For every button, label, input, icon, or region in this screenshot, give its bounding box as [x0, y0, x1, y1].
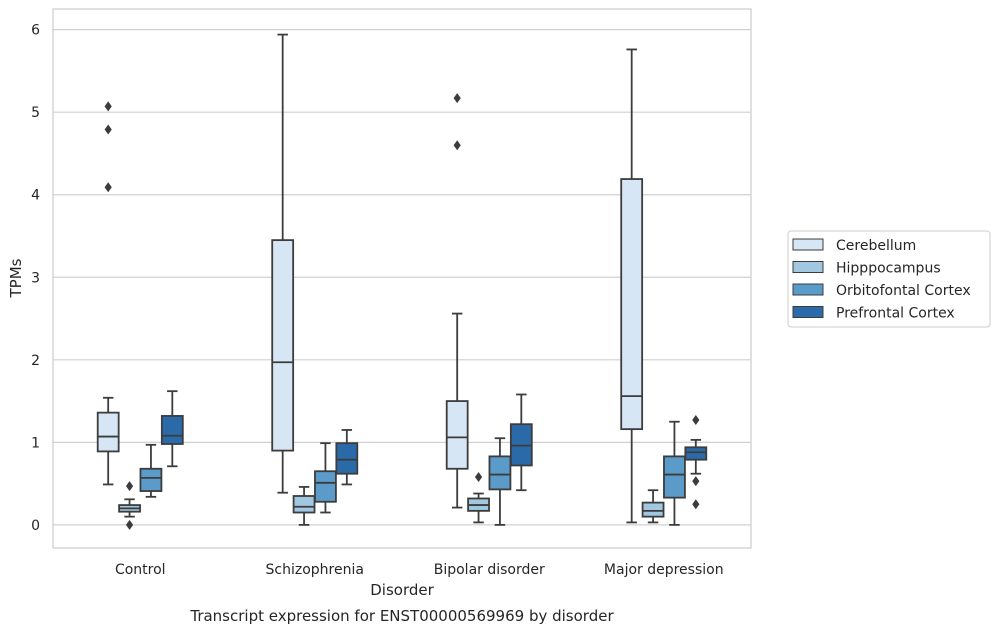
- legend-swatch: [792, 261, 824, 273]
- box-3-0: [160, 390, 184, 468]
- y-tick-label: 3: [31, 270, 40, 286]
- box-2-2: [488, 437, 512, 526]
- legend-swatch: [792, 283, 824, 296]
- box-body: [96, 411, 120, 453]
- box-2-1: [314, 442, 337, 514]
- legend-label: Hipppocampus: [836, 261, 941, 277]
- outlier-point: [453, 140, 461, 151]
- box-body: [139, 467, 163, 492]
- box-3-3: [684, 415, 708, 510]
- y-axis-title: TPMs: [7, 258, 25, 298]
- box-0-1: [271, 33, 295, 494]
- box-3-2: [509, 393, 533, 492]
- box-body: [335, 442, 359, 475]
- x-tick-label: Control: [115, 562, 166, 578]
- plot-background: [53, 9, 751, 548]
- boxes: [96, 33, 708, 530]
- outlier-point: [692, 476, 700, 487]
- legend-frame: [787, 230, 991, 328]
- box-3-1: [335, 429, 359, 486]
- box-body: [684, 446, 708, 461]
- y-tick-label: 2: [31, 353, 40, 369]
- y-tick-label: 6: [31, 23, 40, 39]
- box-body: [641, 501, 665, 518]
- y-tick-label: 0: [31, 518, 40, 534]
- chart-caption: Transcript expression for ENST0000056996…: [189, 607, 614, 625]
- legend-swatch: [792, 238, 824, 251]
- x-axis-title: Disorder: [370, 581, 434, 599]
- box-1-3: [641, 489, 665, 524]
- y-tick-label: 5: [31, 105, 40, 121]
- box-body: [445, 400, 469, 470]
- outlier-point: [453, 93, 461, 104]
- box-1-2: [467, 472, 490, 524]
- outlier-point: [125, 519, 134, 530]
- x-tick-label: Bipolar disorder: [434, 562, 545, 578]
- legend-label: Cerebellum: [836, 238, 916, 254]
- outlier-point: [104, 101, 112, 112]
- y-tick-label: 1: [31, 435, 40, 451]
- legend-label: Orbitofontal Cortex: [836, 283, 971, 299]
- legend-label: Prefrontal Cortex: [836, 306, 955, 322]
- box-0-0: [96, 101, 120, 486]
- outlier-point: [474, 472, 483, 483]
- legend: Cerebellum Hipppocampus Orbitofontal Corte…: [787, 230, 991, 328]
- box-1-0: [118, 481, 141, 530]
- x-tick-label: Schizophrenia: [266, 562, 364, 578]
- box-2-0: [139, 443, 163, 498]
- box-2-3: [663, 420, 686, 526]
- box-1-1: [292, 486, 316, 526]
- box-body: [292, 495, 316, 514]
- box-body: [620, 178, 644, 431]
- legend-swatch: [792, 306, 824, 318]
- x-tick-label: Major depression: [604, 562, 724, 578]
- box-body: [314, 470, 337, 503]
- y-tick-label: 4: [31, 188, 40, 204]
- y-tick-labels: 0 1 2 3 4 5 6: [31, 23, 40, 534]
- outlier-point: [692, 415, 700, 426]
- box-body: [271, 239, 295, 452]
- outlier-point: [125, 481, 134, 492]
- plot-frame: [52, 8, 752, 549]
- box-0-3: [620, 48, 644, 524]
- box-body: [663, 455, 686, 499]
- x-tick-labels: Control Schizophrenia Bipolar disorder Majo…: [115, 562, 724, 578]
- box-body: [488, 455, 512, 491]
- outlier-point: [104, 182, 112, 193]
- outlier-point: [692, 499, 700, 510]
- box-0-2: [445, 93, 469, 509]
- box-body: [160, 415, 184, 445]
- outlier-point: [104, 124, 112, 135]
